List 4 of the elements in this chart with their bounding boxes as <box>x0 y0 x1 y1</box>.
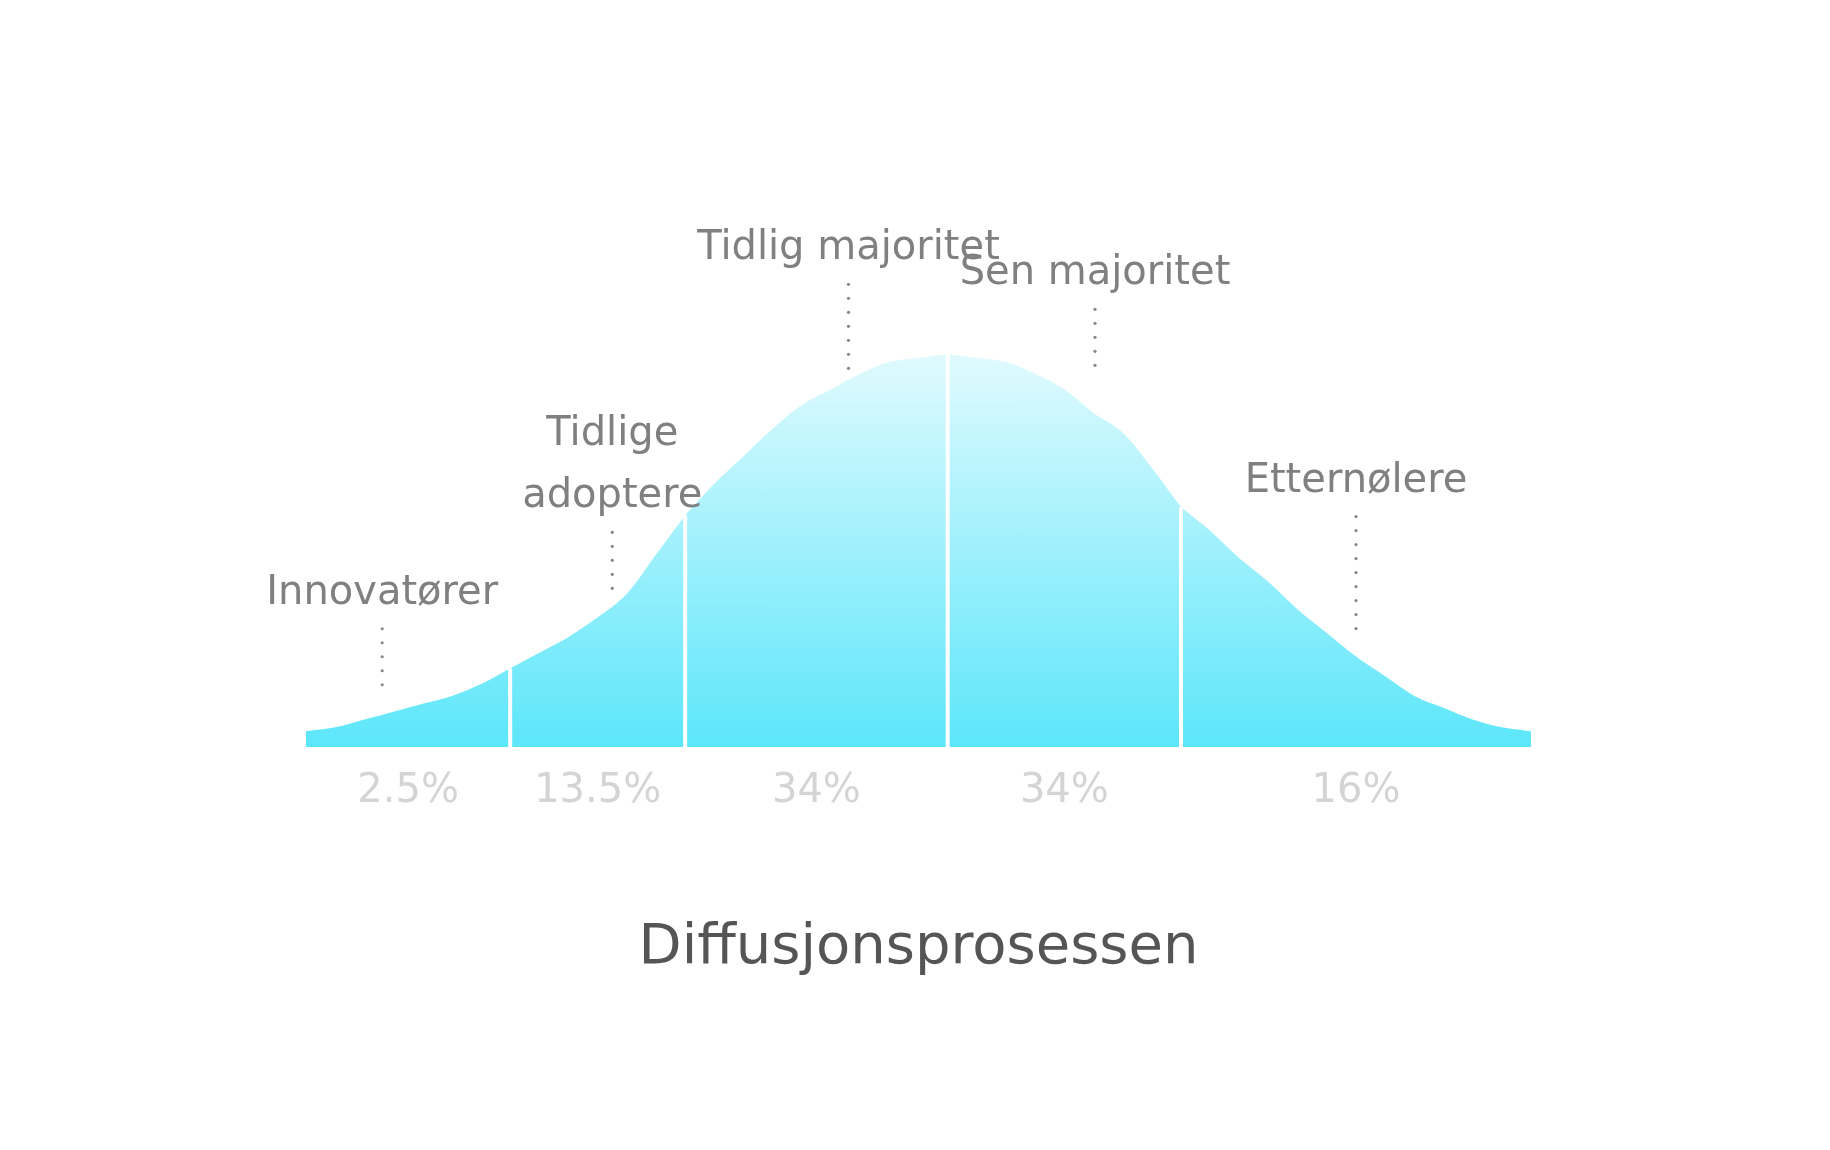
series-label: Etternølere <box>1244 454 1468 501</box>
series-label: Tidlige adoptere <box>522 408 703 517</box>
text: Diffusjonsprosessen <box>638 910 1199 976</box>
series-label: Innovatører <box>266 566 499 613</box>
